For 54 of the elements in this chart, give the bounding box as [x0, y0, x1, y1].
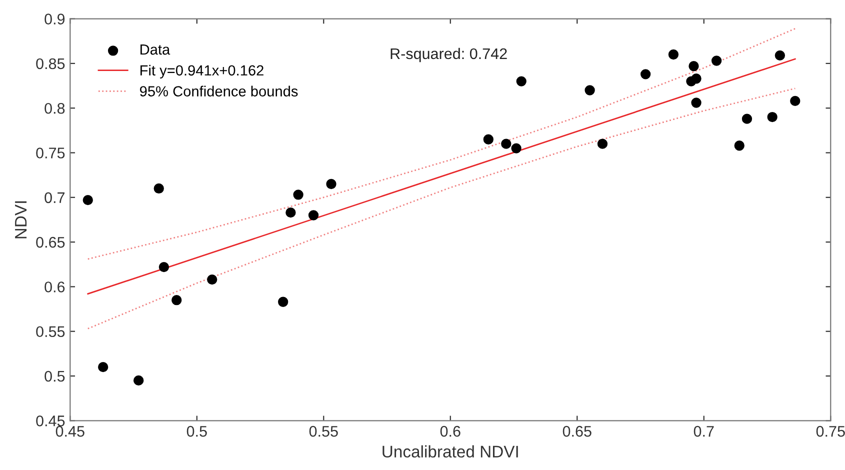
point	[326, 178, 336, 190]
point	[133, 375, 144, 386]
y-tick-label: 0.5	[44, 370, 65, 382]
y-tick-label: 0.85	[36, 58, 65, 70]
point	[483, 134, 494, 144]
point	[640, 69, 651, 80]
point	[501, 138, 512, 149]
x-tick-label: 0.45	[56, 426, 84, 437]
legend-label: Data	[140, 44, 170, 55]
y-tick-label: 0.9	[44, 14, 65, 24]
point	[691, 74, 702, 84]
point	[790, 96, 800, 106]
line-series	[87, 28, 796, 260]
x-axis-title: Uncalibrated NDVI	[382, 445, 518, 458]
y-axis-title: NDVI	[15, 201, 27, 238]
y-tick-label: 0.65	[36, 236, 65, 248]
point	[158, 262, 170, 272]
point	[516, 76, 526, 86]
point	[767, 112, 778, 122]
point	[286, 207, 296, 218]
point	[278, 296, 288, 307]
x-tick-label: 0.6	[440, 426, 460, 437]
y-tick-label: 0.8	[44, 102, 65, 114]
point	[154, 183, 164, 194]
x-tick-label: 0.75	[816, 426, 845, 437]
point	[308, 210, 319, 220]
point	[774, 50, 786, 60]
y-tick-label: 0.7	[44, 192, 65, 204]
legend-label: 95% Confidence bounds	[140, 86, 298, 96]
x-tick-label: 0.7	[694, 426, 714, 437]
x-tick-label: 0.5	[186, 426, 207, 437]
y-tick-label: 0.75	[36, 148, 65, 158]
y-tick-label: 0.45	[36, 416, 65, 426]
x-tick-label: 0.55	[309, 426, 338, 437]
point	[734, 140, 744, 151]
point	[688, 61, 699, 72]
line-series	[87, 88, 796, 330]
point	[597, 138, 608, 149]
point	[668, 49, 679, 60]
y-tick-label: 0.6	[44, 282, 65, 292]
point	[584, 85, 595, 96]
annotation: R-squared: 0.742	[390, 48, 507, 62]
point	[691, 98, 702, 108]
legend-label: Fit y=0.941x+0.162	[140, 64, 264, 78]
point	[98, 362, 108, 372]
x-tick-label: 0.65	[562, 426, 592, 437]
point	[82, 194, 93, 206]
point	[711, 56, 722, 66]
y-tick-label: 0.55	[36, 326, 65, 338]
point	[207, 274, 218, 285]
point	[742, 114, 752, 124]
point	[511, 143, 522, 154]
point	[293, 190, 304, 200]
point	[172, 295, 182, 306]
